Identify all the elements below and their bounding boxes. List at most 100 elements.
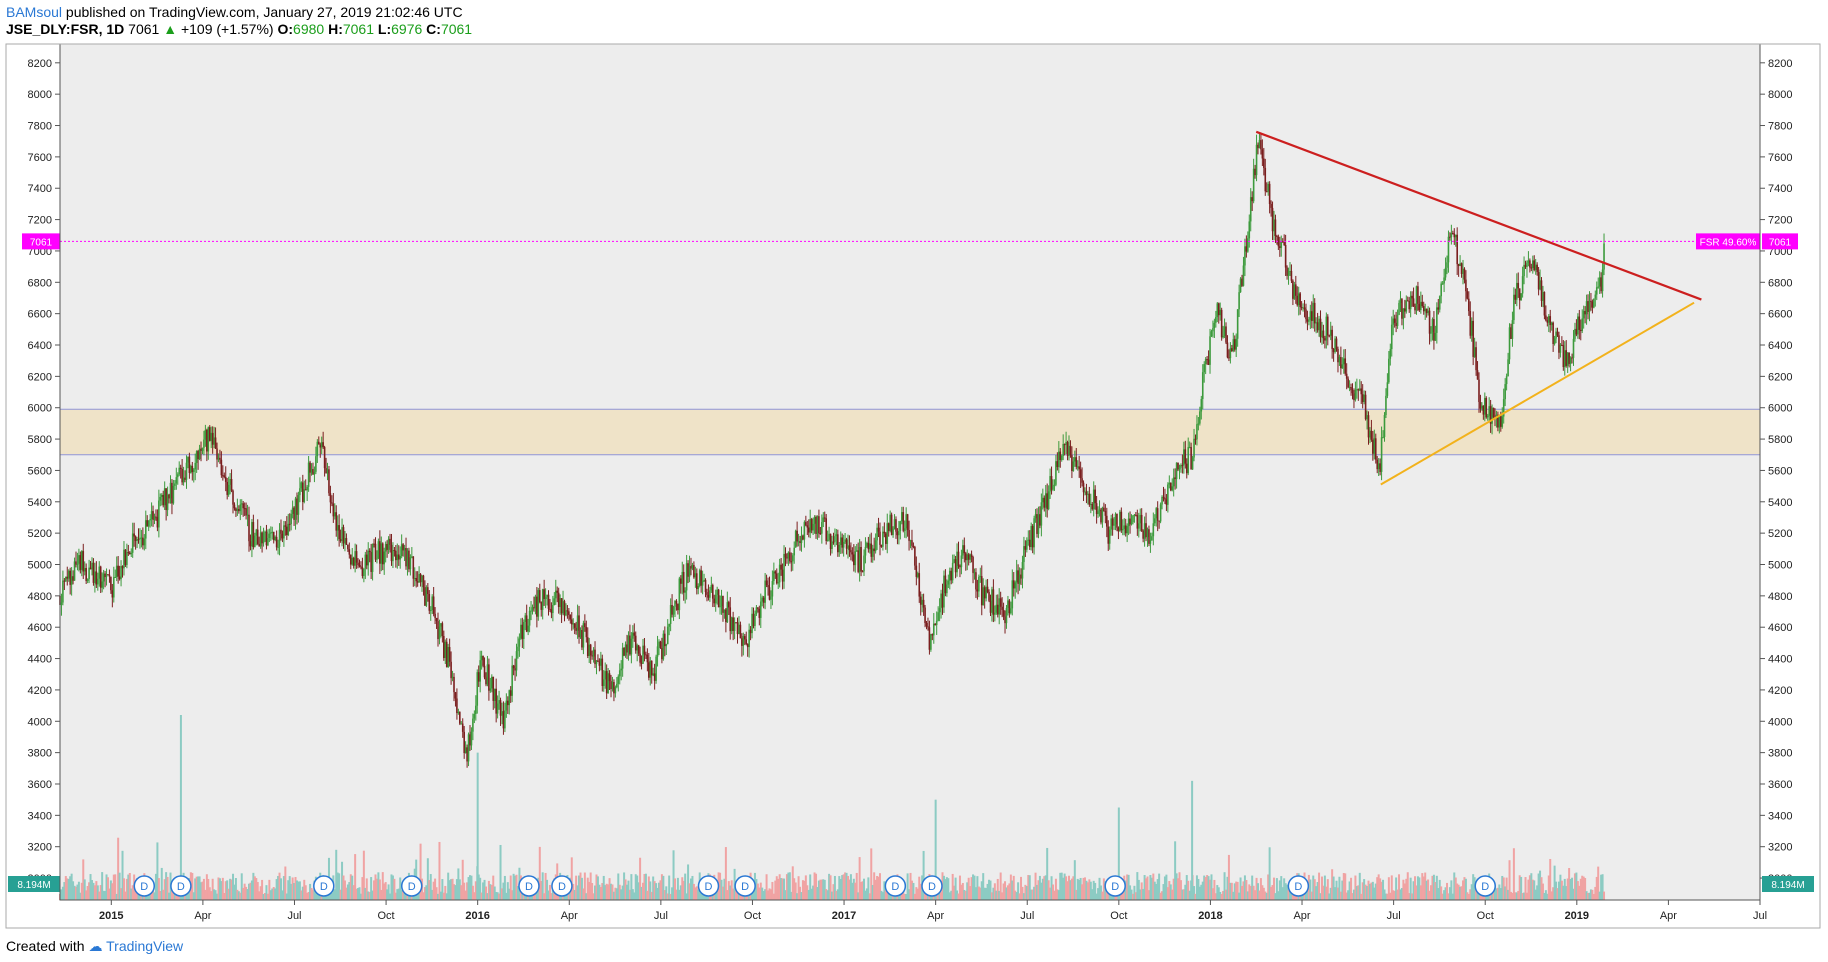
candle-body: [147, 520, 150, 527]
candle-body: [1424, 308, 1426, 312]
volume-bar: [1207, 876, 1210, 900]
candle-body: [954, 559, 957, 573]
candle-body: [517, 646, 519, 652]
candle-body: [493, 688, 496, 701]
candle-body: [127, 552, 130, 554]
volume-bar: [1280, 876, 1283, 900]
volume-bar: [255, 878, 258, 900]
candle-body: [604, 671, 607, 680]
candle-body: [645, 654, 647, 656]
volume-bar: [348, 882, 351, 900]
candle-body: [1276, 235, 1278, 237]
volume-bar: [912, 882, 915, 900]
volume-bar: [874, 879, 877, 900]
volume-bar: [346, 884, 349, 900]
candle-body: [1236, 309, 1239, 339]
volume-bar: [354, 854, 357, 900]
candle-body: [1175, 462, 1178, 480]
volume-bar: [1424, 872, 1427, 900]
candle-body: [778, 564, 781, 583]
volume-bar: [1578, 885, 1581, 900]
candle-body: [214, 437, 217, 449]
candle-body: [972, 557, 974, 573]
candle-body: [287, 523, 290, 536]
volume-bar: [1348, 881, 1351, 900]
volume-bar: [1070, 878, 1073, 900]
volume-bar: [1576, 881, 1579, 900]
candle-body: [1139, 514, 1142, 524]
candle-body: [190, 465, 192, 473]
close-label: C:: [426, 21, 441, 37]
volume-bar: [1565, 886, 1568, 900]
volume-bar: [1031, 889, 1034, 900]
volume-bar: [391, 875, 394, 900]
volume-bar: [720, 879, 723, 900]
volume-bar: [653, 881, 656, 900]
candle-body: [1232, 339, 1235, 351]
candle-body: [171, 482, 173, 504]
volume-bar: [721, 886, 724, 900]
candle-body: [342, 527, 345, 544]
volume-bar: [307, 891, 310, 900]
volume-bar: [1243, 875, 1246, 900]
candle-body: [642, 645, 644, 664]
candle-body: [1543, 292, 1546, 316]
volume-bar: [120, 888, 123, 900]
candle-body: [1267, 183, 1269, 192]
candle-body: [243, 508, 246, 510]
volume-bar: [570, 857, 573, 900]
candle-body: [693, 565, 695, 578]
volume-bar: [1414, 876, 1417, 900]
candle-body: [181, 468, 183, 483]
volume-bar: [578, 875, 581, 900]
candle-body: [213, 437, 215, 445]
volume-bar: [1587, 892, 1590, 900]
volume-bar: [1508, 860, 1511, 900]
candle-body: [85, 568, 87, 581]
candle-body: [1332, 348, 1335, 353]
volume-bar: [1014, 890, 1017, 900]
volume-bar: [1194, 893, 1197, 900]
dividend-marker-label: D: [1481, 881, 1489, 893]
candle-body: [194, 462, 197, 470]
candle-body: [310, 469, 313, 473]
volume-bar: [1371, 881, 1374, 900]
volume-bar: [1274, 893, 1277, 900]
candle-body: [1369, 430, 1371, 438]
volume-bar: [1259, 878, 1262, 900]
candle-body: [118, 576, 121, 580]
candle-body: [710, 585, 713, 591]
volume-bar: [1057, 890, 1060, 900]
candle-body: [1255, 144, 1258, 176]
candle-body: [1286, 267, 1288, 276]
volume-bar: [1592, 893, 1595, 900]
volume-bar: [544, 872, 547, 900]
x-tick-label: Jul: [1020, 910, 1034, 922]
volume-bar: [1210, 874, 1213, 900]
x-tick-label: Oct: [378, 910, 395, 922]
volume-bar: [1022, 893, 1025, 900]
candle-body: [156, 517, 159, 528]
candle-body: [870, 543, 873, 557]
candle-body: [229, 478, 231, 485]
symbol-label[interactable]: JSE_DLY:FSR, 1D: [6, 21, 125, 37]
candle-body: [176, 474, 179, 478]
candle-body: [1296, 295, 1299, 306]
volume-bar: [421, 878, 424, 900]
volume-bar: [291, 877, 294, 900]
candle-body: [178, 467, 181, 475]
candle-body: [1292, 280, 1294, 299]
dividend-marker-label: D: [320, 881, 328, 893]
author-link[interactable]: BAMsoul: [6, 4, 63, 20]
tradingview-link[interactable]: TradingView: [106, 938, 184, 954]
candle-body: [735, 622, 737, 624]
volume-bar: [1507, 889, 1510, 900]
volume-bar: [304, 885, 307, 900]
candle-body: [1321, 330, 1323, 338]
candle-body: [1299, 293, 1301, 308]
volume-bar: [200, 882, 203, 900]
volume-bar: [166, 876, 169, 900]
candle-body: [522, 621, 525, 639]
dividend-marker-icon: [734, 875, 756, 897]
